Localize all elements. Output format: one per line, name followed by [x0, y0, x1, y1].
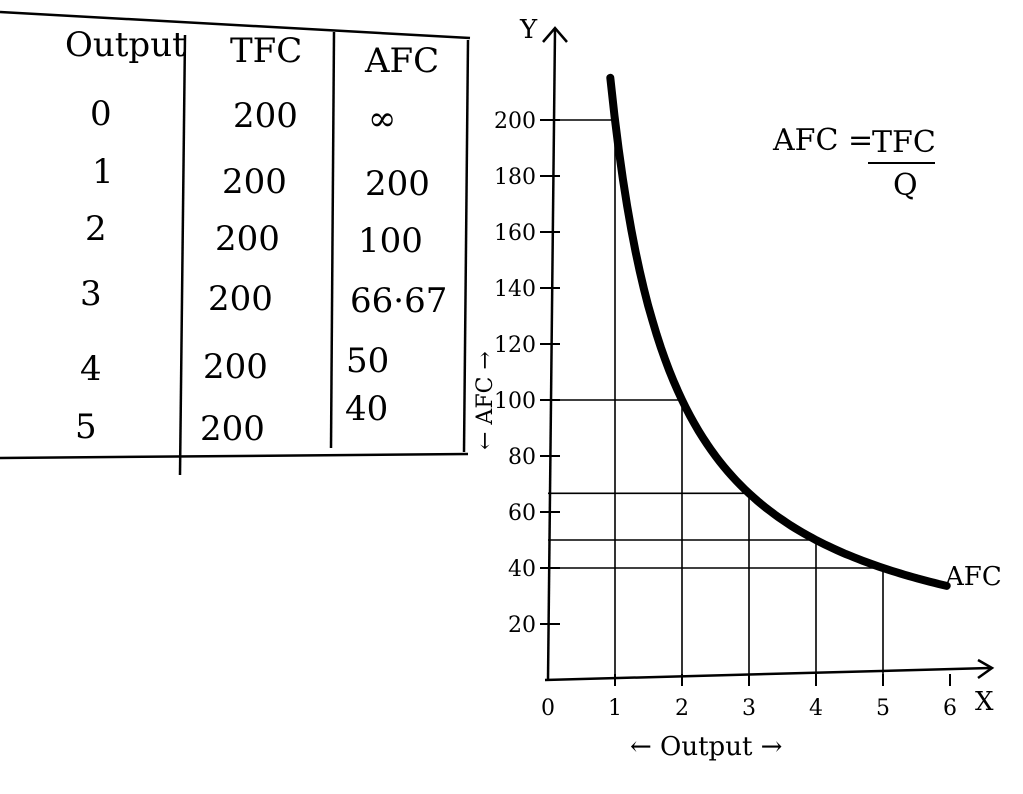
x-tick-label-4: 4 — [809, 696, 823, 721]
y-axis-letter: Y — [519, 15, 538, 45]
afc-point-3 — [746, 490, 752, 497]
cell-output-1: 1 — [92, 152, 114, 192]
table-divider-2 — [329, 31, 336, 449]
y-tick-label-160: 160 — [494, 221, 536, 246]
x-tick-label-6: 6 — [943, 696, 957, 721]
x-tick-label-1: 1 — [608, 696, 622, 721]
header-afc: AFC — [364, 41, 439, 81]
header-tfc: TFC — [230, 31, 302, 71]
cell-output-5: 5 — [75, 407, 97, 447]
x-axis-line — [544, 666, 991, 682]
formula-lhs: AFC = — [772, 123, 873, 158]
cell-afc-0: ∞ — [368, 99, 396, 139]
x-tick-label-0: 0 — [541, 696, 555, 721]
header-output: Output — [65, 25, 186, 65]
y-tick-label-200: 200 — [494, 109, 536, 134]
x-tick-label-5: 5 — [876, 696, 890, 721]
y-tick-label-60: 60 — [508, 501, 536, 526]
afc-point-4 — [813, 537, 819, 543]
table-top-border — [0, 10, 471, 40]
afc-curve — [606, 73, 951, 590]
afc-point-5 — [880, 565, 886, 571]
x-axis-label: ← Output → — [630, 732, 782, 762]
y-tick-label-80: 80 — [508, 445, 536, 470]
table-right-border — [462, 39, 470, 453]
cell-afc-2: 100 — [358, 221, 423, 261]
cell-afc-3: 66·67 — [350, 281, 447, 321]
y-ticks: 20 40 60 80 100 120 140 160 180 200 — [494, 109, 560, 638]
cell-tfc-0: 200 — [233, 96, 298, 136]
y-tick-label-20: 20 — [508, 613, 536, 638]
guide-lines — [548, 119, 884, 680]
cell-afc-4: 50 — [346, 341, 389, 381]
y-tick-label-40: 40 — [508, 557, 536, 582]
table-divider-1 — [178, 34, 187, 476]
x-tick-label-2: 2 — [675, 696, 689, 721]
afc-point-1 — [612, 117, 618, 123]
y-tick-label-120: 120 — [494, 333, 536, 358]
series-label-afc: AFC — [944, 562, 1002, 592]
cell-afc-1: 200 — [365, 164, 430, 204]
cell-tfc-4: 200 — [203, 347, 268, 387]
formula-numerator: TFC — [872, 125, 936, 160]
afc-formula: AFC = TFC Q — [772, 123, 936, 203]
cost-table: Output TFC AFC 0 200 ∞ 1 200 200 2 200 1… — [0, 10, 471, 476]
cell-tfc-5: 200 — [200, 409, 265, 449]
series-group — [606, 73, 951, 590]
cell-tfc-1: 200 — [222, 162, 287, 202]
y-tick-label-140: 140 — [494, 277, 536, 302]
formula-denominator: Q — [893, 168, 918, 203]
x-tick-label-3: 3 — [742, 696, 756, 721]
y-tick-label-100: 100 — [494, 389, 536, 414]
cell-tfc-3: 200 — [208, 279, 273, 319]
cell-output-0: 0 — [90, 94, 112, 134]
afc-chart: Y X ← Output → ← AFC → 20406080100120140… — [473, 15, 1002, 762]
y-axis-arrowhead — [542, 26, 568, 43]
x-axis-arrowhead — [977, 658, 995, 680]
cell-afc-5: 40 — [345, 389, 388, 429]
y-axis-line — [546, 29, 557, 681]
cell-output-2: 2 — [85, 209, 107, 249]
x-ticks: 0 1 2 3 4 5 6 — [541, 674, 957, 721]
x-axis-letter: X — [975, 687, 994, 717]
cell-tfc-2: 200 — [215, 219, 280, 259]
y-tick-label-180: 180 — [494, 165, 536, 190]
y-axis-label: ← AFC → — [473, 351, 498, 450]
cell-output-4: 4 — [80, 349, 102, 389]
cell-output-3: 3 — [80, 274, 102, 314]
afc-point-2 — [679, 397, 685, 403]
table-bottom-border — [0, 452, 469, 460]
